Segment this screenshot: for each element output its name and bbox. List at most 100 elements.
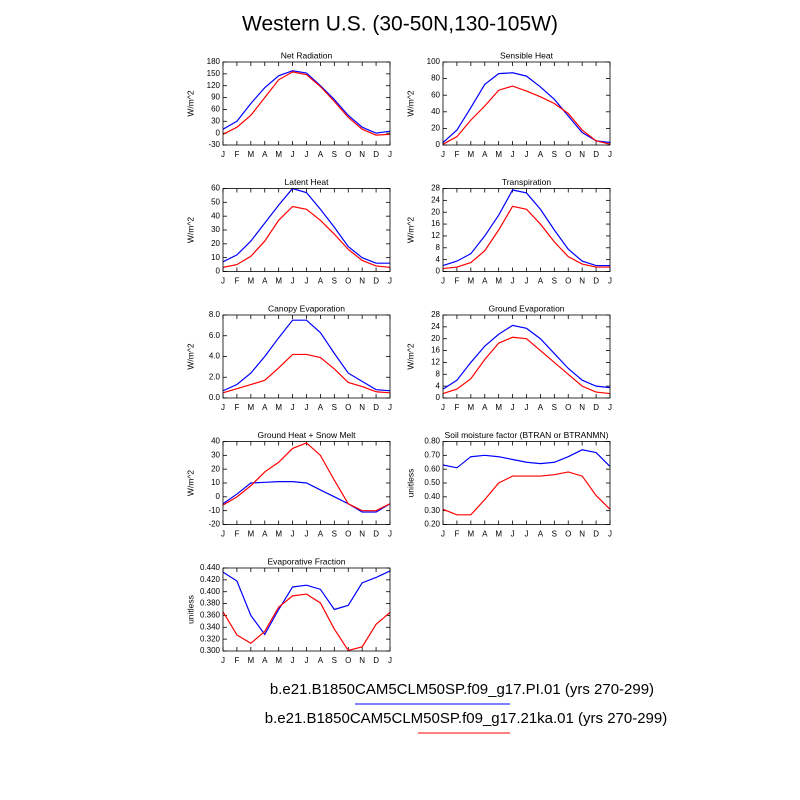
- x-tick-label: J: [388, 277, 392, 286]
- x-tick-label: J: [305, 530, 309, 539]
- plot-frame: [222, 188, 391, 272]
- x-tick-label: S: [332, 150, 337, 159]
- x-tick-label: J: [388, 403, 392, 412]
- y-tick-label: 12: [431, 358, 440, 367]
- x-tick-label: J: [305, 403, 309, 412]
- y-tick-label: 16: [431, 346, 440, 355]
- x-tick-label: M: [247, 656, 254, 665]
- x-tick-label: S: [552, 403, 557, 412]
- x-tick-label: A: [318, 656, 324, 665]
- x-tick-label: M: [247, 530, 254, 539]
- y-tick-label: 10: [211, 478, 220, 487]
- x-tick-label: J: [291, 656, 295, 665]
- x-tick-label: S: [332, 277, 337, 286]
- x-tick-label: D: [373, 530, 379, 539]
- panel-title: Ground Evaporation: [488, 303, 564, 313]
- y-axis-label: W/m^2: [185, 470, 195, 496]
- series-line: [442, 471, 611, 516]
- y-tick-label: 6.0: [209, 331, 221, 340]
- x-tick-label: N: [579, 530, 585, 539]
- x-tick-label: J: [441, 150, 445, 159]
- x-tick-label: J: [441, 403, 445, 412]
- panel-title: Sensible Heat: [500, 50, 554, 60]
- x-tick-label: M: [495, 403, 502, 412]
- x-tick-label: J: [608, 150, 612, 159]
- y-tick-label: 0: [436, 140, 441, 149]
- y-tick-label: 20: [431, 207, 440, 216]
- x-tick-label: S: [552, 277, 557, 286]
- series-line: [222, 481, 391, 513]
- y-tick-label: 10: [211, 253, 220, 262]
- x-tick-label: O: [345, 403, 351, 412]
- x-tick-label: J: [388, 656, 392, 665]
- x-tick-label: N: [579, 403, 585, 412]
- y-tick-label: 60: [431, 90, 440, 99]
- series-line: [222, 71, 391, 136]
- x-tick-label: J: [291, 150, 295, 159]
- figure-title: Western U.S. (30-50N,130-105W): [242, 13, 558, 36]
- y-tick-label: 4: [436, 255, 441, 264]
- y-tick-label: 20: [431, 124, 440, 133]
- y-tick-label: 0.320: [200, 634, 221, 643]
- x-tick-label: M: [275, 530, 282, 539]
- y-tick-label: 28: [431, 184, 440, 193]
- y-tick-label: 0.380: [200, 599, 221, 608]
- y-tick-label: 8: [436, 243, 441, 252]
- y-tick-label: 30: [211, 116, 220, 125]
- y-tick-label: 24: [431, 322, 440, 331]
- y-tick-label: 80: [431, 74, 440, 83]
- x-tick-label: N: [579, 277, 585, 286]
- series-line: [222, 570, 391, 636]
- panel-title: Canopy Evaporation: [268, 303, 345, 313]
- legend-label: b.e21.B1850CAM5CLM50SP.f09_g17.21ka.01 (…: [265, 710, 668, 727]
- x-tick-label: F: [234, 150, 239, 159]
- series-line: [222, 319, 391, 392]
- y-axis-label: unitless: [185, 595, 195, 624]
- x-tick-label: J: [305, 150, 309, 159]
- panel-title: Soil moisture factor (BTRAN or BTRANMN): [445, 430, 609, 440]
- x-tick-label: N: [359, 150, 365, 159]
- y-tick-label: 0.300: [200, 646, 221, 655]
- y-tick-label: 0: [216, 267, 221, 276]
- y-tick-label: 0: [436, 393, 441, 402]
- x-tick-label: M: [247, 277, 254, 286]
- x-tick-label: A: [262, 150, 268, 159]
- x-tick-label: M: [247, 150, 254, 159]
- x-tick-label: A: [318, 403, 324, 412]
- x-tick-label: F: [234, 403, 239, 412]
- series-line: [222, 70, 391, 134]
- plot-frame: [442, 61, 611, 146]
- y-axis-label: W/m^2: [405, 217, 415, 243]
- y-tick-label: 30: [211, 450, 220, 459]
- x-tick-label: M: [467, 403, 474, 412]
- y-tick-label: 0.60: [424, 464, 440, 473]
- panel-title: Evaporative Fraction: [268, 556, 346, 566]
- y-tick-label: 60: [211, 184, 220, 193]
- x-tick-label: O: [565, 150, 571, 159]
- x-tick-label: J: [608, 277, 612, 286]
- x-tick-label: J: [511, 403, 515, 412]
- y-tick-label: -30: [208, 140, 220, 149]
- x-tick-label: F: [234, 656, 239, 665]
- x-tick-label: J: [525, 277, 529, 286]
- x-tick-label: A: [538, 150, 544, 159]
- x-tick-label: J: [441, 277, 445, 286]
- y-tick-label: 0: [216, 128, 221, 137]
- y-tick-label: 30: [211, 225, 220, 234]
- y-tick-label: 120: [207, 81, 221, 90]
- y-tick-label: 60: [211, 105, 220, 114]
- y-tick-label: 28: [431, 310, 440, 319]
- x-tick-label: J: [388, 150, 392, 159]
- plot-frame: [442, 441, 611, 525]
- y-tick-label: 0.30: [424, 506, 440, 515]
- y-tick-label: 0.0: [209, 393, 221, 402]
- y-tick-label: -20: [208, 520, 220, 529]
- x-tick-label: M: [467, 530, 474, 539]
- x-tick-label: M: [275, 150, 282, 159]
- plot-frame: [442, 188, 611, 272]
- y-tick-label: 4: [436, 381, 441, 390]
- y-tick-label: 20: [211, 239, 220, 248]
- x-tick-label: J: [511, 277, 515, 286]
- x-tick-label: F: [454, 403, 459, 412]
- series-line: [442, 85, 611, 145]
